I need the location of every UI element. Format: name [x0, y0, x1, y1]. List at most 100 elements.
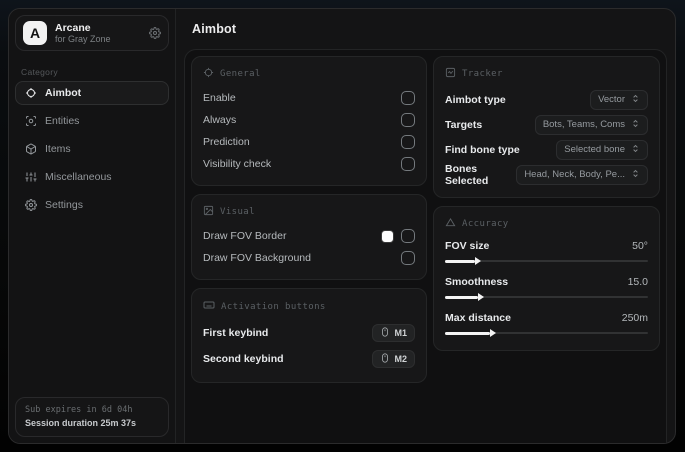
setting-label: Draw FOV Background: [203, 252, 311, 264]
setting-row: Draw FOV Background: [203, 247, 416, 269]
setting-row: Smoothness 15.0: [445, 273, 648, 302]
triangle-icon: [445, 217, 456, 231]
content-panel: General Enable Always Prediction: [184, 49, 667, 443]
setting-label: Max distance: [445, 312, 511, 324]
setting-row: Second keybind M2: [203, 346, 416, 372]
fov-border-color-swatch[interactable]: [381, 229, 395, 243]
sidebar-item-label: Aimbot: [45, 87, 82, 99]
draw-fov-background-checkbox[interactable]: [401, 251, 416, 265]
visual-card: Visual Draw FOV Border Draw FOV Backgrou…: [191, 194, 428, 280]
sub-expiry-text: Sub expires in 6d 04h: [25, 404, 133, 415]
items-icon: [24, 143, 37, 155]
setting-label: Always: [203, 114, 237, 126]
gear-icon[interactable]: [149, 27, 161, 39]
setting-row: FOV size 50°: [445, 237, 648, 266]
sidebar-item-miscellaneous[interactable]: Miscellaneous: [15, 165, 169, 189]
sidebar-item-entities[interactable]: Entities: [15, 109, 169, 133]
find-bone-type-dropdown[interactable]: Selected bone: [556, 139, 648, 160]
setting-row: Targets Bots, Teams, Coms: [445, 112, 648, 137]
unfold-icon: [631, 169, 640, 181]
always-checkbox[interactable]: [401, 113, 416, 127]
activity-icon: [445, 67, 456, 81]
setting-row: Prediction: [203, 131, 416, 153]
bones-selected-dropdown[interactable]: Head, Neck, Body, Pe...: [516, 164, 648, 185]
unfold-icon: [631, 119, 640, 131]
accuracy-card: Accuracy FOV size 50°: [433, 206, 660, 351]
entities-icon: [24, 115, 37, 127]
card-title: Accuracy: [462, 219, 509, 229]
main-header: Aimbot: [176, 9, 675, 49]
app-logo: A: [23, 21, 47, 45]
fov-size-slider[interactable]: [445, 256, 648, 266]
draw-fov-border-checkbox[interactable]: [401, 229, 416, 243]
crosshair-icon: [203, 67, 214, 81]
dropdown-value: Bots, Teams, Coms: [542, 119, 625, 130]
setting-row: Draw FOV Border: [203, 225, 416, 247]
setting-row: Max distance 250m: [445, 309, 648, 338]
sidebar-item-label: Items: [45, 143, 71, 155]
targets-dropdown[interactable]: Bots, Teams, Coms: [534, 114, 648, 135]
session-duration-text: Session duration 25m 37s: [25, 417, 137, 428]
slider-thumb[interactable]: [489, 329, 496, 337]
setting-row: Find bone type Selected bone: [445, 137, 648, 162]
enable-checkbox[interactable]: [401, 91, 416, 105]
setting-label: Bones Selected: [445, 162, 489, 187]
slider-thumb[interactable]: [477, 293, 484, 301]
dropdown-value: Head, Neck, Body, Pe...: [524, 169, 625, 180]
setting-row: Aimbot type Vector: [445, 87, 648, 112]
card-title: General: [220, 69, 261, 79]
arcane-window: A Arcane for Gray Zone Category Aimbot: [8, 8, 676, 444]
first-keybind-button[interactable]: M1: [371, 324, 416, 342]
card-title: Tracker: [462, 69, 503, 79]
sidebar-item-label: Entities: [45, 115, 80, 127]
aimbot-type-dropdown[interactable]: Vector: [590, 89, 648, 110]
app-header: A Arcane for Gray Zone: [15, 15, 169, 51]
setting-label: Enable: [203, 92, 236, 104]
setting-label: Smoothness: [445, 276, 509, 288]
max-distance-value: 250m: [621, 312, 648, 324]
sliders-icon: [24, 171, 37, 183]
general-card: General Enable Always Prediction: [191, 56, 428, 186]
max-distance-slider[interactable]: [445, 328, 648, 338]
setting-label: Visibility check: [203, 158, 272, 170]
dropdown-value: Vector: [598, 94, 625, 105]
activation-buttons-card: Activation buttons First keybind M1 Seco…: [191, 288, 428, 383]
setting-label: FOV size: [445, 240, 490, 252]
second-keybind-button[interactable]: M2: [371, 350, 416, 368]
visibility-check-checkbox[interactable]: [401, 157, 416, 171]
setting-label: Draw FOV Border: [203, 230, 287, 242]
category-label: Category: [21, 67, 58, 77]
card-title: Visual: [220, 207, 255, 217]
sidebar: A Arcane for Gray Zone Category Aimbot: [9, 9, 176, 443]
setting-label: Targets: [445, 118, 483, 131]
keybind-value: M1: [394, 328, 408, 338]
fov-size-value: 50°: [632, 240, 648, 252]
subscription-info: Sub expires in 6d 04h Session duration 2…: [15, 396, 169, 437]
unfold-icon: [631, 94, 640, 106]
sidebar-nav: Aimbot Entities Items Miscellaneous: [9, 81, 175, 217]
setting-row: Enable: [203, 87, 416, 109]
unfold-icon: [631, 144, 640, 156]
sidebar-item-items[interactable]: Items: [15, 137, 169, 161]
crosshair-icon: [24, 87, 37, 99]
tracker-card: Tracker Aimbot type Vector Targets: [433, 56, 660, 198]
setting-label: Prediction: [203, 136, 250, 148]
slider-thumb[interactable]: [475, 257, 482, 265]
setting-row: Always: [203, 109, 416, 131]
setting-label: Aimbot type: [445, 93, 506, 106]
setting-row: First keybind M1: [203, 320, 416, 346]
keyboard-icon: [203, 299, 215, 314]
smoothness-slider[interactable]: [445, 292, 648, 302]
gear-icon: [24, 199, 37, 211]
sidebar-item-label: Miscellaneous: [45, 171, 112, 183]
image-icon: [203, 205, 214, 219]
mouse-icon: [380, 353, 390, 365]
main-area: Aimbot General Enable: [176, 9, 675, 443]
setting-label: Find bone type: [445, 143, 520, 156]
prediction-checkbox[interactable]: [401, 135, 416, 149]
sidebar-item-label: Settings: [45, 199, 83, 211]
setting-label: First keybind: [203, 327, 269, 339]
page-title: Aimbot: [192, 22, 237, 36]
sidebar-item-settings[interactable]: Settings: [15, 193, 169, 217]
sidebar-item-aimbot[interactable]: Aimbot: [15, 81, 169, 105]
